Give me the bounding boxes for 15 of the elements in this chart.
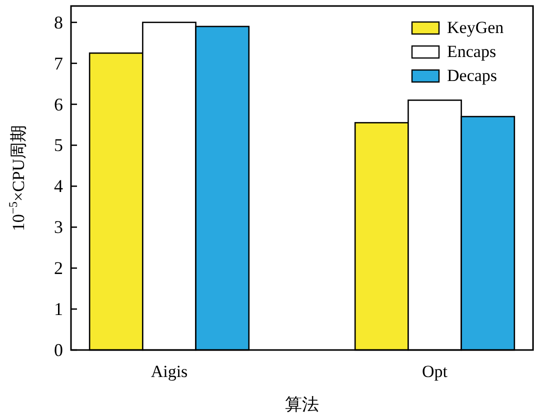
y-tick-label: 4 — [54, 176, 63, 196]
legend-label: KeyGen — [447, 18, 504, 37]
y-tick-label: 2 — [54, 258, 63, 278]
y-tick-label: 7 — [54, 53, 63, 74]
y-tick-label: 3 — [54, 217, 63, 238]
legend-label: Encaps — [447, 42, 496, 61]
y-tick-label: 5 — [54, 135, 63, 156]
y-tick-label: 0 — [54, 340, 63, 360]
y-tick-label: 6 — [54, 94, 63, 114]
x-tick-label: Opt — [422, 362, 448, 381]
y-tick-label: 8 — [54, 12, 63, 32]
legend-label: Decaps — [447, 66, 498, 85]
x-axis-title: 算法 — [285, 395, 319, 414]
x-tick-label: Aigis — [150, 362, 188, 381]
y-tick-label: 1 — [54, 299, 63, 320]
